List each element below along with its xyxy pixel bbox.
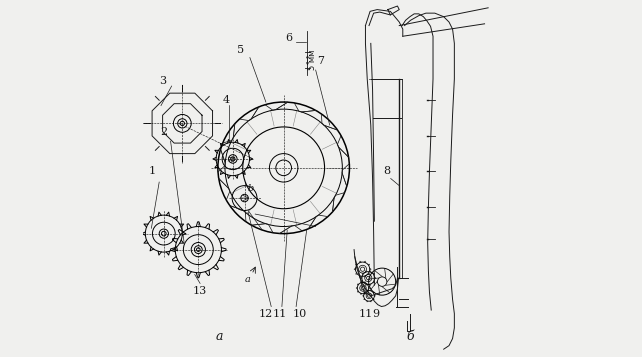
Text: 7: 7 (318, 56, 324, 66)
Text: 9: 9 (372, 309, 379, 319)
Text: а: а (216, 330, 223, 343)
Text: 5 мм: 5 мм (308, 49, 317, 70)
Text: 4: 4 (223, 95, 230, 105)
Text: 8: 8 (383, 166, 391, 176)
Text: 11: 11 (273, 309, 287, 319)
Text: b: b (247, 183, 254, 193)
Text: 11: 11 (359, 309, 373, 319)
Text: 2: 2 (160, 127, 167, 137)
Text: 10: 10 (293, 309, 307, 319)
Text: 13: 13 (193, 286, 207, 296)
Text: 1: 1 (148, 166, 155, 176)
Text: б: б (406, 330, 413, 343)
Text: 5: 5 (238, 45, 245, 55)
Text: 3: 3 (159, 76, 166, 86)
Text: 12: 12 (259, 309, 273, 319)
Text: a: a (245, 275, 251, 284)
Text: 6: 6 (286, 33, 293, 43)
